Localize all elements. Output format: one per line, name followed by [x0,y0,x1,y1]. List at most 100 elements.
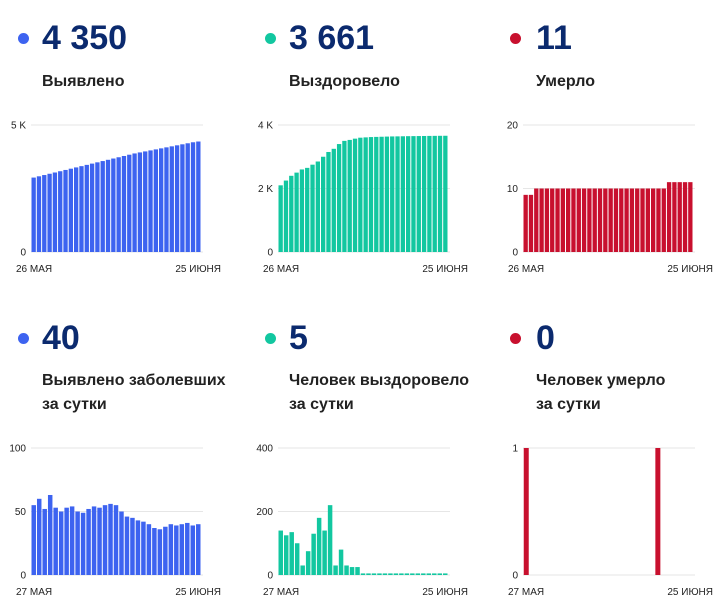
label-line: за сутки [42,396,107,413]
bar [388,573,393,575]
label-daily-detected: Выявлено заболевших за сутки [42,369,226,417]
chart-daily-detected: 0 50 100 27 МАЯ 25 ИЮНЯ [9,444,221,599]
y-tick-label: 2 K [258,184,273,195]
bar [528,194,534,252]
bar [322,530,327,575]
panel-daily-detected: 40 Выявлено заболевших за сутки 0 50 100 27… [9,312,240,602]
bar [338,549,344,575]
bar [672,182,677,252]
bar [677,182,682,252]
label-line: Выздоровело [289,73,400,90]
bar [84,164,89,252]
bar [371,573,377,575]
bar [124,516,130,575]
big-number-daily-detected: 40 [42,319,80,357]
big-number-total-detected: 4 350 [42,19,128,57]
bar [336,144,342,252]
bar [127,154,132,252]
bar [655,448,661,575]
bar [174,525,179,575]
bar [86,508,91,575]
bar [31,505,36,575]
bar [89,163,95,252]
bar [63,169,68,252]
bar [148,150,153,252]
panel-total-deaths: 11 Умерло 0 10 20 26 МАЯ 25 ИЮНЯ [502,12,728,302]
bar [58,511,64,575]
bar [550,188,555,252]
bar [581,188,587,252]
bar [651,188,656,252]
bar [157,529,163,575]
bar [179,524,185,575]
bar [624,188,629,252]
bar [400,136,405,252]
bar [635,188,640,252]
bar [682,182,688,252]
bar [432,573,437,575]
bar [130,517,135,575]
bar [310,164,315,252]
chart-daily-recovered: 0 200 400 27 МАЯ 25 ИЮНЯ [256,444,468,599]
label-line: Выявлено заболевших [42,372,226,389]
bar [426,573,432,575]
x-tick-label-start: 27 МАЯ [508,587,544,598]
y-tick-label: 0 [20,248,26,259]
x-tick-label-end: 25 ИЮНЯ [422,264,468,275]
label-line: Умерло [536,73,595,90]
x-tick-label-end: 25 ИЮНЯ [667,587,713,598]
bar [152,528,157,575]
y-tick-label: 200 [256,507,273,518]
panel-total-recovered: 3 661 Выздоровело 0 2 K 4 K 26 МАЯ 25 ИЮНЯ [257,12,487,302]
bar [571,188,576,252]
bar [432,135,437,252]
label-total-detected: Выявлено [42,70,124,94]
bar [613,188,619,252]
bar [592,188,597,252]
bar [97,507,102,575]
series-dot-teal [265,333,276,344]
bar [164,147,169,252]
bar [289,175,294,252]
bar [143,151,148,252]
x-tick-label-start: 26 МАЯ [16,264,52,275]
chart-total-deaths: 0 10 20 26 МАЯ 25 ИЮНЯ [507,121,713,276]
bar [105,159,111,252]
bar [108,503,113,575]
bar [421,135,427,252]
bar [688,182,693,252]
bar [137,152,143,252]
y-tick-label: 400 [256,444,273,455]
y-tick-label: 100 [9,444,26,455]
bar [368,137,374,252]
bar [153,149,158,252]
bar [534,188,539,252]
bar [311,533,316,575]
bar [278,530,283,575]
series-dot-blue [18,33,29,44]
bar [421,573,426,575]
big-number-daily-deaths: 0 [536,319,555,357]
bar [91,506,97,575]
bar [315,161,320,252]
bar [379,136,384,252]
y-tick-label: 0 [20,571,26,582]
bar [278,185,283,252]
y-tick-label: 10 [507,184,519,195]
y-tick-label: 50 [15,507,27,518]
bar [399,573,404,575]
bar [321,156,326,252]
chart-total-recovered: 0 2 K 4 K 26 МАЯ 25 ИЮНЯ [258,121,468,276]
bar [75,511,80,575]
bar [523,194,528,252]
bar [132,153,137,252]
bar [555,188,560,252]
chart-total-detected: 0 5 K 26 МАЯ 25 ИЮНЯ [11,121,221,276]
bar [47,173,52,252]
bar [42,175,47,252]
bar [443,573,448,575]
x-tick-label-end: 25 ИЮНЯ [175,264,221,275]
bar [645,188,650,252]
bar [146,524,152,575]
label-daily-recovered: Человек выздоровело за сутки [289,369,469,417]
